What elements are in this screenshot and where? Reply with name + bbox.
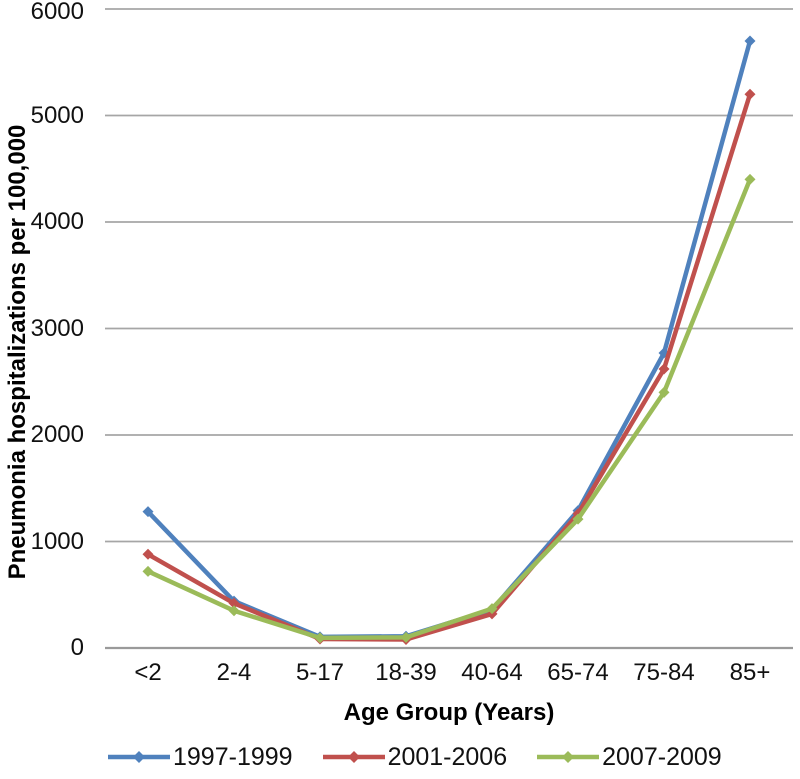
data-point-marker [572,513,584,525]
legend-swatch-1997-1999 [108,751,170,763]
y-tick-label: 6000 [30,0,84,25]
y-tick-label: 0 [70,634,84,661]
legend-marker [133,751,145,763]
data-point-marker [142,565,154,577]
legend-marker [562,751,575,763]
legend-marker [347,751,360,763]
legend-item-2007-2009: 2007-2009 [537,743,722,772]
x-tick-label: 40-64 [461,659,523,686]
data-point-marker [228,597,240,609]
data-point-marker [314,632,326,644]
y-tick-label: 2000 [30,421,84,448]
y-axis-title: Pneumonia hospitalizations per 100,000 [4,124,31,580]
data-point-marker [486,603,498,615]
data-point-marker [142,548,154,560]
data-point-marker [658,363,670,375]
x-tick-label: <2 [134,659,162,686]
x-tick-label: 75-84 [633,659,695,686]
data-point-marker [744,173,756,185]
x-tick-label: 65-74 [547,659,609,686]
chart-legend: 1997-1999 2001-2006 2007-2009 [108,740,722,774]
legend-label: 2001-2006 [387,742,508,771]
data-point-marker [744,35,756,47]
data-point-marker [658,386,670,398]
legend-label: 2007-2009 [602,742,722,771]
legend-swatch-2001-2006 [322,751,385,763]
legend-swatch-2007-2009 [537,751,600,763]
legend-label: 1997-1999 [173,742,293,771]
x-tick-label: 18-39 [375,659,437,686]
data-point-marker [744,88,756,100]
y-tick-label: 3000 [30,314,84,342]
x-axis-title: Age Group (Years) [343,699,555,726]
legend-item-2001-2006: 2001-2006 [322,742,508,772]
x-tick-label: 5-17 [295,659,345,686]
series-line-1997-1999 [145,38,753,640]
x-tick-label: 2-4 [216,659,252,686]
legend-item-1997-1999: 1997-1999 [108,743,293,772]
x-tick-label: 85+ [729,659,771,686]
data-point-marker [228,605,240,617]
y-tick-label: 5000 [30,101,84,129]
series-line-2001-2006 [145,91,753,642]
data-point-marker [142,506,154,518]
series-line-2007-2009 [145,177,753,641]
y-tick-label: 4000 [30,208,84,235]
y-tick-label: 1000 [30,527,84,555]
data-point-marker [400,631,412,643]
